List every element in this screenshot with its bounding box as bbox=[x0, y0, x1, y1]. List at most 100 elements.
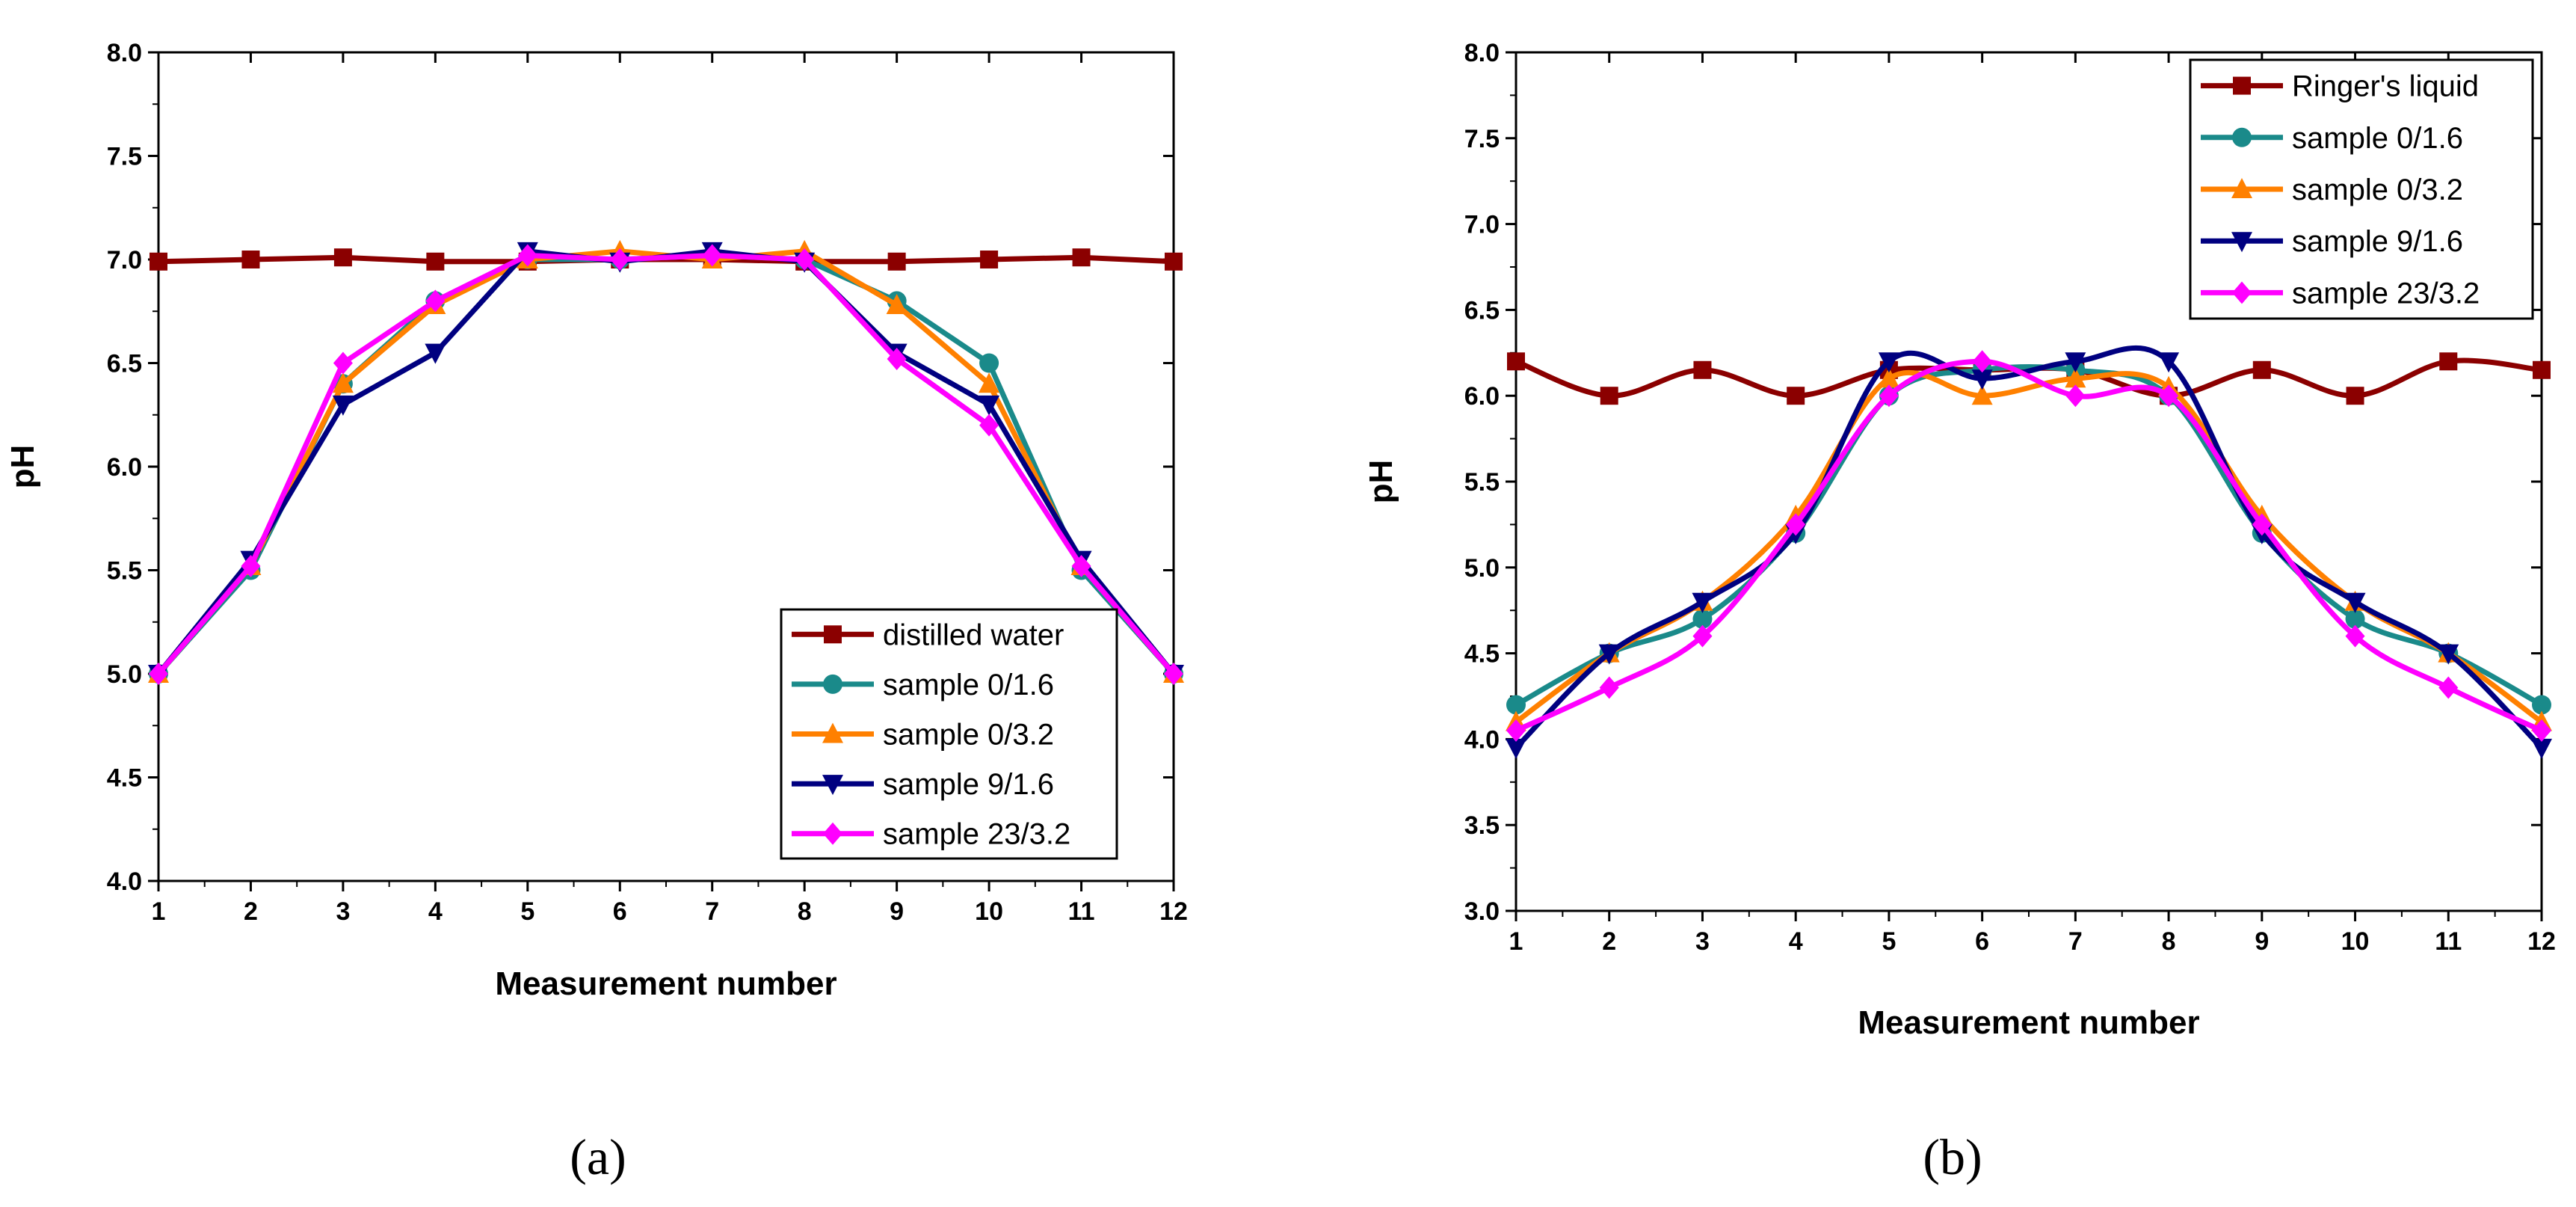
x-axis-title: Measurement number bbox=[1858, 1004, 2199, 1041]
x-tick-label: 9 bbox=[2255, 927, 2269, 956]
chart-a: 4.04.55.05.56.06.57.07.58.01 2 3 4 5 6 7 8 9 10 11… bbox=[4, 39, 1188, 1185]
y-tick-label: 7.5 bbox=[107, 143, 142, 171]
y-tick-label: 7.0 bbox=[107, 246, 142, 274]
data-point bbox=[425, 343, 446, 364]
data-point bbox=[1786, 513, 1806, 536]
data-point bbox=[1600, 387, 1618, 405]
y-tick-label: 4.5 bbox=[1464, 640, 1500, 669]
legend-item: distilled water bbox=[792, 618, 1064, 651]
data-point bbox=[517, 244, 537, 267]
series-group bbox=[1506, 345, 2552, 759]
series-line bbox=[1513, 369, 2545, 725]
data-point bbox=[332, 372, 354, 393]
y-axis: 3.0 3.5 4.0 4.5 5.0 5.5 6.0 6.5 7.0 7.5 8.0 bbox=[1464, 39, 2542, 926]
data-point bbox=[1879, 384, 1899, 408]
legend-swatch-marker bbox=[823, 822, 842, 845]
series-4 bbox=[1506, 350, 2551, 742]
data-point bbox=[426, 252, 445, 271]
data-point bbox=[1599, 676, 1619, 699]
x-tick-label: 6 bbox=[613, 897, 627, 926]
x-axis: 1 2 3 4 5 6 7 8 9 10 11 12 bbox=[1509, 52, 2556, 956]
legend-label: Ringer's liquid bbox=[2292, 70, 2479, 103]
y-tick-label: 6.0 bbox=[107, 453, 142, 482]
legend-item: sample 0/3.2 bbox=[792, 719, 1054, 752]
data-point bbox=[1165, 252, 1183, 271]
series-3 bbox=[1506, 345, 2552, 759]
data-point bbox=[1972, 350, 1992, 373]
data-point bbox=[795, 248, 815, 271]
legend-swatch-marker bbox=[824, 625, 842, 644]
y-tick-label: 6.5 bbox=[1464, 296, 1500, 325]
data-point bbox=[333, 248, 352, 267]
y-tick-label: 5.5 bbox=[107, 557, 142, 586]
legend: Ringer's liquid sample 0/1.6 sample 0/3.2 s… bbox=[2189, 58, 2534, 320]
x-tick-label: 3 bbox=[1695, 927, 1710, 956]
data-point bbox=[2438, 644, 2459, 665]
legend-swatch-marker bbox=[2231, 178, 2252, 198]
data-point bbox=[2346, 387, 2364, 405]
legend-item: Ringer's liquid bbox=[2201, 70, 2479, 103]
x-tick-label: 3 bbox=[336, 897, 350, 926]
data-point bbox=[2438, 676, 2459, 699]
legend-label: sample 0/1.6 bbox=[883, 669, 1054, 701]
data-point bbox=[332, 395, 354, 416]
data-point bbox=[2065, 384, 2086, 408]
legend: distilled water sample 0/1.6 sample 0/3.2 s… bbox=[780, 608, 1118, 860]
legend-swatch-marker bbox=[823, 674, 842, 694]
data-point bbox=[1598, 644, 1620, 665]
data-point bbox=[425, 289, 446, 313]
legend-item: sample 0/3.2 bbox=[2201, 173, 2463, 206]
x-tick-label: 9 bbox=[890, 897, 904, 926]
data-point bbox=[149, 663, 168, 685]
legend-item: sample 9/1.6 bbox=[2201, 225, 2463, 258]
x-tick-label: 11 bbox=[2435, 927, 2462, 956]
data-point bbox=[979, 353, 999, 373]
y-tick-label: 6.5 bbox=[107, 350, 142, 378]
series-group bbox=[148, 239, 1184, 685]
x-tick-label: 7 bbox=[705, 897, 719, 926]
series-line bbox=[1513, 358, 2545, 734]
legend-label: sample 9/1.6 bbox=[2292, 225, 2463, 258]
legend-swatch-marker bbox=[822, 722, 843, 743]
caption-b: (b) bbox=[1923, 1128, 1982, 1185]
x-tick-label: 2 bbox=[244, 897, 258, 926]
data-point bbox=[150, 252, 167, 271]
x-tick-label: 8 bbox=[798, 897, 812, 926]
data-point bbox=[241, 554, 261, 577]
data-point bbox=[1692, 592, 1713, 613]
legend-label: sample 23/3.2 bbox=[2292, 277, 2480, 310]
y-tick-label: 6.0 bbox=[1464, 382, 1500, 411]
data-point bbox=[887, 252, 906, 271]
y-tick-label: 3.0 bbox=[1464, 897, 1500, 926]
x-axis-title: Measurement number bbox=[495, 965, 836, 1002]
data-point bbox=[2252, 360, 2271, 379]
y-axis: 4.0 4.5 5.0 5.5 6.0 6.5 7.0 7.5 8.0 bbox=[107, 39, 1174, 896]
x-tick-label: 12 bbox=[2527, 927, 2556, 956]
caption-a: (a) bbox=[570, 1128, 626, 1185]
x-tick-label: 4 bbox=[1789, 927, 1803, 956]
data-point bbox=[886, 293, 908, 314]
data-point bbox=[887, 347, 907, 370]
legend-swatch-marker bbox=[2231, 232, 2252, 253]
data-point bbox=[1506, 719, 1526, 742]
legend-label: sample 0/1.6 bbox=[2292, 122, 2463, 155]
data-point bbox=[2345, 624, 2365, 648]
legend-item: sample 23/3.2 bbox=[2201, 277, 2480, 310]
y-axis-title: pH bbox=[4, 445, 41, 489]
legend-item: sample 0/1.6 bbox=[2201, 122, 2463, 155]
legend-label: sample 9/1.6 bbox=[883, 768, 1054, 801]
data-point bbox=[1971, 384, 1993, 405]
series-4 bbox=[149, 244, 1183, 685]
data-point bbox=[2159, 384, 2179, 408]
y-tick-label: 7.5 bbox=[1464, 125, 1500, 153]
data-point bbox=[2439, 352, 2458, 371]
y-tick-label: 7.0 bbox=[1464, 211, 1500, 239]
legend-label: sample 0/3.2 bbox=[883, 719, 1054, 752]
legend-swatch-marker bbox=[2233, 76, 2251, 95]
legend-item: sample 9/1.6 bbox=[792, 768, 1054, 801]
data-point bbox=[2532, 719, 2551, 742]
data-point bbox=[2344, 592, 2366, 613]
data-point bbox=[1506, 738, 1526, 759]
data-point bbox=[1878, 352, 1899, 373]
y-tick-label: 8.0 bbox=[1464, 39, 1500, 67]
